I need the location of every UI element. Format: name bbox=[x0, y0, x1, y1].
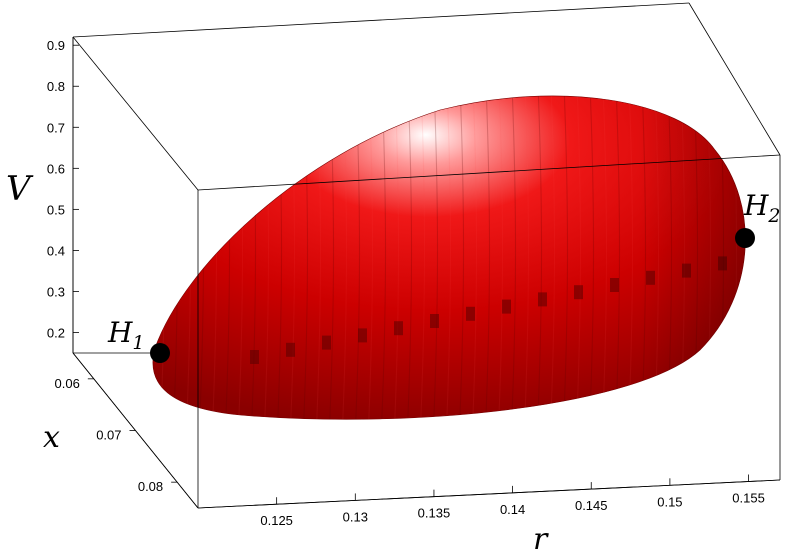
r-axis-tick-label: 0.15 bbox=[657, 494, 682, 509]
point-h2-label: H bbox=[743, 189, 769, 222]
point-h2-subscript: 2 bbox=[767, 205, 780, 227]
v-axis-tick-label: 0.6 bbox=[47, 161, 65, 176]
v-axis-tick-label: 0.9 bbox=[47, 38, 65, 53]
point-h2-marker bbox=[735, 228, 755, 248]
x-axis: 0.06 0.07 0.08 bbox=[55, 352, 199, 509]
r-axis-label: r bbox=[533, 522, 549, 553]
v-axis-tick-label: 0.5 bbox=[47, 202, 65, 217]
point-h1-subscript: 1 bbox=[132, 332, 144, 354]
point-h2: H2 bbox=[735, 189, 781, 248]
x-axis-tick-label: 0.07 bbox=[96, 428, 121, 443]
v-axis-tick-label: 0.8 bbox=[47, 79, 65, 94]
x-axis-label: x bbox=[43, 420, 60, 455]
v-axis-tick-label: 0.7 bbox=[47, 120, 65, 135]
r-axis: 0.125 0.13 0.135 0.14 0.145 0.15 0.155 bbox=[197, 474, 781, 528]
v-axis-tick-label: 0.4 bbox=[47, 243, 65, 258]
v-axis-tick-label: 0.2 bbox=[47, 325, 65, 340]
v-axis-label: V bbox=[6, 169, 34, 209]
point-h1-label: H bbox=[107, 316, 133, 349]
r-axis-tick-label: 0.14 bbox=[500, 502, 525, 517]
svg-text:H2: H2 bbox=[743, 189, 781, 227]
r-axis-line bbox=[197, 479, 781, 509]
red-surface bbox=[152, 95, 746, 420]
r-axis-tick-label: 0.13 bbox=[343, 509, 368, 524]
r-axis-tick-label: 0.155 bbox=[732, 491, 765, 506]
v-axis-tick-label: 0.3 bbox=[47, 284, 65, 299]
r-axis-tick-label: 0.145 bbox=[575, 498, 608, 513]
point-h1-marker bbox=[150, 343, 170, 363]
r-axis-tick-label: 0.125 bbox=[260, 513, 293, 528]
point-h1: H1 bbox=[107, 316, 170, 363]
r-axis-tick-label: 0.135 bbox=[418, 506, 451, 521]
x-axis-tick-label: 0.06 bbox=[55, 376, 80, 391]
x-axis-tick-label: 0.08 bbox=[138, 479, 163, 494]
svg-text:H1: H1 bbox=[107, 316, 145, 354]
surface-band bbox=[744, 95, 746, 420]
v-axis: 0.2 0.3 0.4 0.5 0.6 0.7 0.8 0.9 bbox=[47, 37, 79, 353]
